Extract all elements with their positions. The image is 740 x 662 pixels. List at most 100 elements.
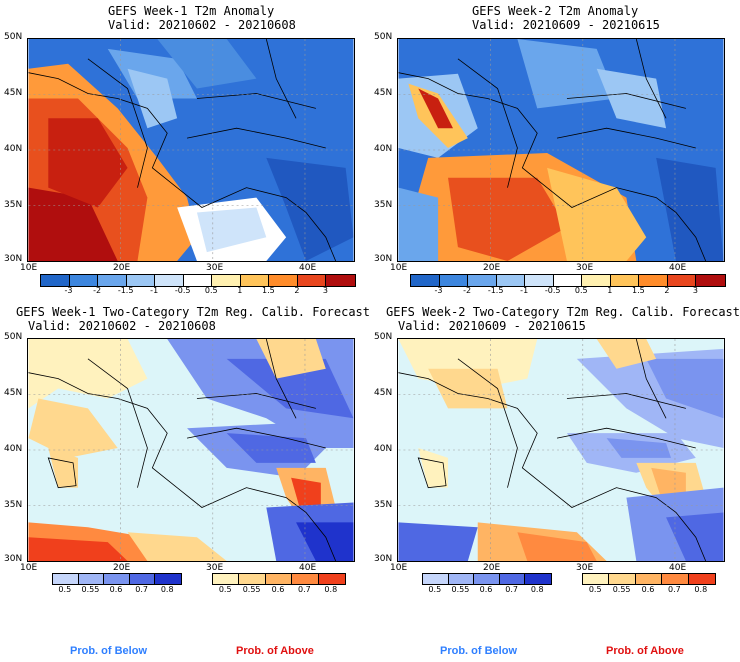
colorbar-cell [411,275,440,286]
panel3-below-colorbar-labels: 0.5 0.55 0.6 0.7 0.8 [52,585,180,595]
colorbar-label: -1 [150,286,159,295]
panel4-lon-30: 30E [576,563,594,573]
colorbar-label: 1 [607,286,613,295]
colorbar-cell [104,574,130,584]
colorbar-label: -1.5 [487,286,504,295]
panel1-valid: Valid: 20210602 - 20210608 [108,18,296,32]
panel3-lon-40: 40E [299,563,317,573]
colorbar-label: 0.55 [612,585,631,594]
panel2-lat-40: 40N [374,144,393,154]
colorbar-cell [448,574,475,584]
colorbar-cell [474,574,500,584]
panel2-lon-10: 10E [390,263,408,273]
panel2-lon-20: 20E [483,263,501,273]
colorbar-cell [212,275,241,286]
panel3-map [27,338,355,562]
colorbar-cell [609,574,636,584]
panel4-lat-45: 45N [374,388,393,398]
colorbar-cell [496,275,526,286]
panel3-valid: Valid: 20210602 - 20210608 [28,319,216,333]
panel4-map-area [397,338,725,562]
panel3-lat-45: 45N [4,388,23,398]
colorbar-cell [265,574,293,584]
panel1-lon-40: 40E [299,263,317,273]
colorbar-label: 1 [237,286,243,295]
colorbar-label: 0.5 [218,585,232,594]
panel2-lat-35: 35N [374,200,393,210]
panel2-lon-40: 40E [669,263,687,273]
legend-prob-above-left: Prob. of Above [236,645,314,657]
colorbar-label: 0.8 [694,585,708,594]
colorbar-label: 0.8 [324,585,338,594]
panel3-lat-50: 50N [4,332,23,342]
panel1-lon-10: 10E [20,263,38,273]
panel1-lat-40: 40N [4,144,23,154]
panel1-lat-45: 45N [4,88,23,98]
colorbar-label: 0.7 [135,585,148,594]
panel2-map [397,38,725,262]
colorbar-label: 0.6 [109,585,123,594]
panel1-anomaly-colorbar-labels: -3 -2 -1.5 -1 -0.5 0.5 1 1.5 2 3 [40,286,354,296]
panel4-title: GEFS Week-2 Two-Category T2m Reg. Calib.… [386,305,740,319]
panel3-lon-30: 30E [206,563,224,573]
panel1-lon-20: 20E [113,263,131,273]
colorbar-label: -2 [463,286,472,295]
colorbar-label: 0.7 [505,585,518,594]
panel2-valid: Valid: 20210609 - 20210615 [472,18,660,32]
colorbar-label: -3 [434,286,443,295]
colorbar-label: 0.6 [641,585,655,594]
panel1-lat-50: 50N [4,32,23,42]
panel4-lat-50: 50N [374,332,393,342]
colorbar-cell [639,275,668,286]
legend-prob-below-left: Prob. of Below [70,645,147,657]
panel3-below-colorbar [52,573,182,585]
colorbar-label: 0.5 [588,585,602,594]
colorbar-label: -1 [520,286,529,295]
colorbar-label: 1.5 [261,286,275,295]
colorbar-cell [41,275,70,286]
panel2-title: GEFS Week-2 T2m Anomaly [472,4,639,18]
colorbar-cell [635,574,663,584]
panel2-anomaly-colorbar [410,274,726,287]
colorbar-cell [239,574,266,584]
colorbar-cell [696,275,725,286]
panel2-map-area [397,38,725,262]
colorbar-label: 0.5 [574,286,588,295]
panel4-above-colorbar-labels: 0.5 0.55 0.6 0.7 0.8 [582,585,714,595]
colorbar-cell [240,275,270,286]
colorbar-cell [269,275,298,286]
panel3-lat-30: 30N [4,554,23,564]
colorbar-cell [69,275,99,286]
panel1-lat-35: 35N [4,200,23,210]
panel3-lon-20: 20E [113,563,131,573]
colorbar-label: 0.6 [271,585,285,594]
panel3-above-colorbar-labels: 0.5 0.55 0.6 0.7 0.8 [212,585,344,595]
panel4-lat-40: 40N [374,444,393,454]
colorbar-label: 3 [692,286,698,295]
panel2-anomaly-colorbar-labels: -3 -2 -1.5 -1 -0.5 0.5 1 1.5 2 3 [410,286,724,296]
panel4-below-colorbar [422,573,552,585]
panel2-lat-45: 45N [374,88,393,98]
panel3-title: GEFS Week-1 Two-Category T2m Reg. Calib.… [16,305,371,319]
colorbar-cell [468,275,497,286]
colorbar-cell [423,574,449,584]
colorbar-label: 0.55 [451,585,470,594]
colorbar-cell [155,574,181,584]
colorbar-cell [213,574,240,584]
colorbar-cell [582,275,611,286]
colorbar-label: 0.6 [479,585,493,594]
colorbar-cell [583,574,610,584]
colorbar-label: 0.55 [81,585,100,594]
panel3-lat-35: 35N [4,500,23,510]
colorbar-label: -3 [64,286,73,295]
colorbar-cell [98,275,127,286]
colorbar-label: 0.8 [530,585,544,594]
colorbar-cell [688,574,715,584]
colorbar-label: 3 [322,286,328,295]
legend-prob-below-right: Prob. of Below [440,645,517,657]
colorbar-label: -0.5 [544,286,561,295]
panel1-anomaly-colorbar [40,274,356,287]
panel4-above-colorbar [582,573,716,585]
colorbar-label: 0.7 [668,585,681,594]
colorbar-label: 0.5 [428,585,442,594]
